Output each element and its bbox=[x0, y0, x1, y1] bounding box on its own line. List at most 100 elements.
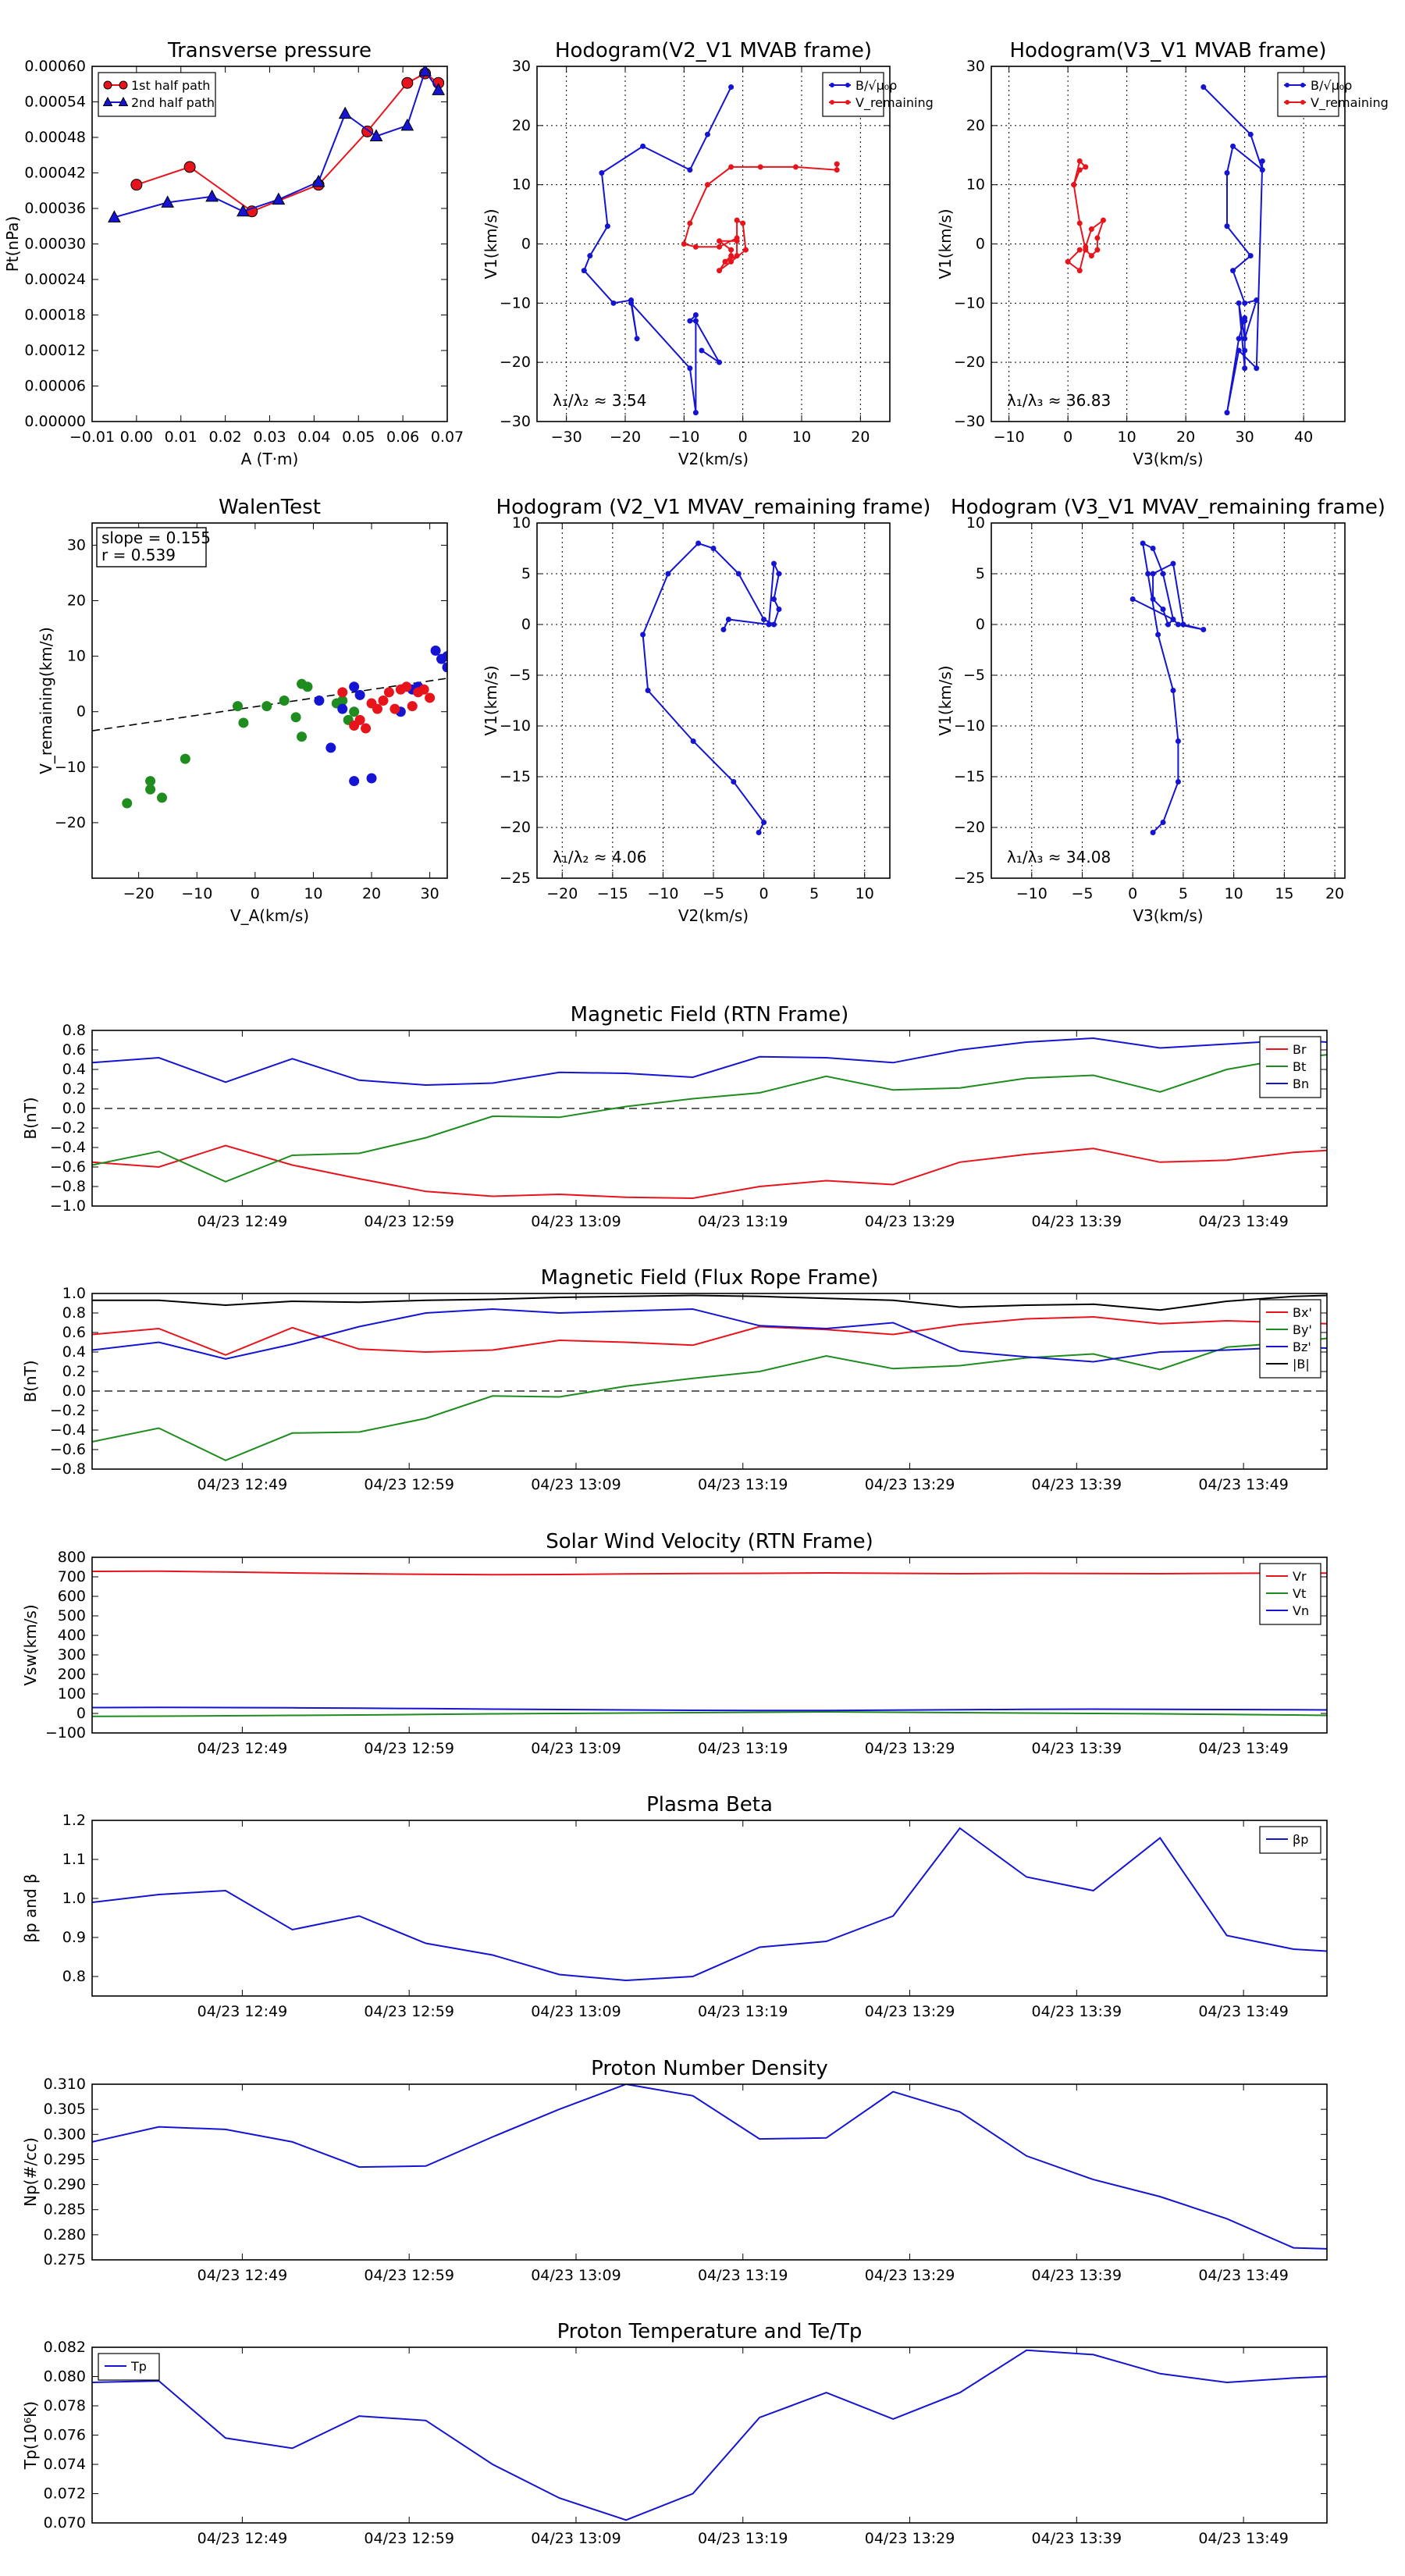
legend-marker bbox=[103, 80, 112, 90]
data-point bbox=[681, 241, 687, 247]
chart-title: Magnetic Field (RTN Frame) bbox=[571, 1003, 849, 1026]
x-tick-label: 0.02 bbox=[208, 429, 241, 446]
y-tick-label: −1.0 bbox=[50, 1197, 86, 1215]
y-tick-label: 30 bbox=[512, 58, 531, 75]
data-point bbox=[432, 83, 445, 95]
plot-area bbox=[92, 1570, 1327, 1717]
plot-area bbox=[581, 84, 840, 416]
series-v-remaining bbox=[681, 161, 840, 274]
y-tick-label: 0.074 bbox=[44, 2456, 86, 2473]
axes-frame bbox=[91, 1030, 1328, 1207]
plot-area bbox=[640, 540, 782, 835]
legend-label: Vn bbox=[1293, 1603, 1309, 1618]
data-point bbox=[1150, 546, 1156, 551]
series-line bbox=[92, 1308, 1327, 1363]
chart-title: Plasma Beta bbox=[646, 1793, 773, 1816]
y-tick-label: −5 bbox=[509, 667, 531, 684]
series-vt bbox=[92, 1710, 1327, 1717]
annotation-text: λ₁/λ₂ ≈ 3.54 bbox=[553, 391, 646, 410]
y-axis-label: B(nT) bbox=[21, 1360, 40, 1402]
y-tick-label: 0 bbox=[521, 616, 531, 633]
y-tick-label: 0.310 bbox=[44, 2076, 86, 2093]
axes-frame bbox=[91, 2083, 1328, 2261]
data-point bbox=[665, 571, 671, 577]
y-tick-label: 0.00030 bbox=[24, 236, 86, 253]
series-bz- bbox=[92, 1308, 1327, 1363]
data-point bbox=[761, 617, 767, 622]
data-point bbox=[581, 268, 587, 274]
y-tick-label: 600 bbox=[58, 1588, 86, 1605]
y-axis-label: V1(km/s) bbox=[936, 665, 955, 735]
data-point bbox=[704, 182, 710, 188]
series-line bbox=[92, 1315, 1327, 1356]
x-tick-label: 04/23 13:29 bbox=[865, 2003, 955, 2020]
data-point bbox=[610, 300, 617, 306]
data-point bbox=[448, 674, 458, 684]
data-point bbox=[1100, 217, 1106, 223]
data-point bbox=[389, 703, 400, 714]
legend-marker bbox=[1300, 100, 1305, 105]
x-tick-label: −30 bbox=[551, 429, 582, 446]
y-tick-label: 0.8 bbox=[62, 1968, 86, 1985]
y-axis-label: Pt(nPa) bbox=[3, 216, 22, 272]
series-line bbox=[92, 1706, 1327, 1712]
y-tick-label: 5 bbox=[521, 565, 531, 582]
x-tick-label: 04/23 13:29 bbox=[865, 2530, 955, 2547]
plot-area bbox=[108, 66, 445, 222]
series-line bbox=[92, 1054, 1327, 1183]
x-tick-label: 04/23 13:39 bbox=[1032, 1476, 1122, 1493]
plot-area bbox=[1129, 540, 1207, 835]
x-tick-label: 04/23 13:39 bbox=[1032, 1213, 1122, 1230]
data-point bbox=[717, 268, 723, 274]
y-tick-label: 5 bbox=[976, 565, 985, 582]
chart-tp: Proton Temperature and Te/Tp 04/23 12:49 0… bbox=[21, 2320, 1328, 2547]
y-tick-label: −15 bbox=[954, 768, 985, 785]
y-tick-label: 100 bbox=[58, 1685, 86, 1703]
legend: Bx' By' Bz' |B| bbox=[1259, 1299, 1321, 1379]
y-tick-label: −20 bbox=[500, 819, 531, 836]
y-tick-label: 0.300 bbox=[44, 2126, 86, 2143]
data-point bbox=[161, 195, 175, 208]
chart-title: Magnetic Field (Flux Rope Frame) bbox=[541, 1266, 879, 1290]
series-by- bbox=[92, 1337, 1327, 1461]
data-point bbox=[430, 646, 441, 656]
x-tick-label: 04/23 12:49 bbox=[197, 2003, 288, 2020]
x-tick-label: 04/23 12:49 bbox=[197, 1476, 288, 1493]
y-tick-label: 0.076 bbox=[44, 2427, 86, 2444]
data-point bbox=[599, 170, 605, 176]
data-point bbox=[692, 318, 699, 324]
legend-label: V_remaining bbox=[1311, 95, 1389, 111]
y-tick-label: 10 bbox=[67, 648, 86, 665]
data-point bbox=[183, 161, 196, 173]
data-point bbox=[717, 238, 723, 244]
x-tick-label: −20 bbox=[610, 429, 641, 446]
series-0 bbox=[1129, 540, 1207, 835]
y-tick-label: 0.4 bbox=[62, 1343, 86, 1361]
series-v-remaining bbox=[1065, 158, 1106, 274]
x-tick-label: 10 bbox=[1225, 885, 1243, 902]
y-tick-label: −10 bbox=[500, 294, 531, 311]
data-point bbox=[401, 681, 412, 692]
x-tick-label: 04/23 13:39 bbox=[1032, 2003, 1122, 2020]
x-tick-label: 04/23 13:49 bbox=[1198, 2530, 1289, 2547]
data-point bbox=[1088, 226, 1094, 233]
x-tick-label: 0.01 bbox=[165, 429, 197, 446]
data-point bbox=[728, 84, 735, 91]
x-tick-label: 0.05 bbox=[342, 429, 375, 446]
x-tick-label: 04/23 13:39 bbox=[1032, 1740, 1122, 1757]
data-point bbox=[1140, 540, 1146, 546]
x-tick-label: −10 bbox=[668, 429, 699, 446]
data-point bbox=[1076, 167, 1083, 173]
y-tick-label: −10 bbox=[954, 294, 985, 311]
data-point bbox=[290, 712, 301, 723]
legend-label: By' bbox=[1293, 1322, 1312, 1337]
data-point bbox=[157, 792, 168, 803]
y-tick-label: 0.6 bbox=[62, 1041, 86, 1059]
data-point bbox=[1259, 158, 1265, 164]
data-point bbox=[1230, 268, 1236, 274]
y-tick-label: −0.2 bbox=[50, 1402, 86, 1419]
data-point bbox=[717, 359, 723, 365]
x-tick-label: 10 bbox=[855, 885, 874, 902]
x-tick-label: 04/23 13:09 bbox=[531, 2530, 621, 2547]
